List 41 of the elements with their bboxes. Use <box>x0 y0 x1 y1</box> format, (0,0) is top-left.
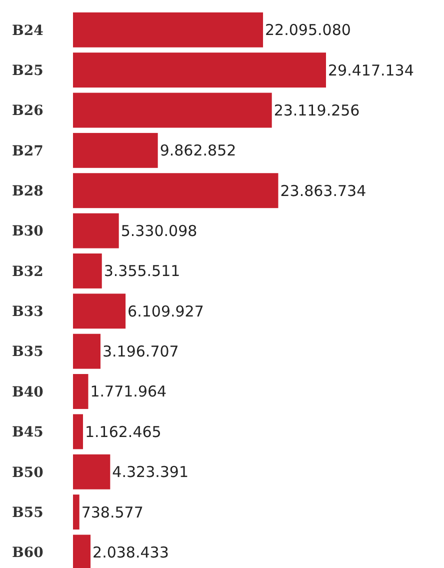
data-label: 23.119.256 <box>274 101 360 120</box>
y-tick-label: B24 <box>12 22 44 39</box>
data-label: 4.323.391 <box>112 463 189 482</box>
data-label: 9.862.852 <box>160 142 236 160</box>
y-tick-label: B26 <box>12 103 44 120</box>
y-tick-label: B35 <box>12 344 44 360</box>
data-label: 5.330.098 <box>120 222 198 240</box>
bar <box>73 334 100 369</box>
data-label: 6.109.927 <box>128 302 204 320</box>
bar <box>73 52 326 88</box>
y-tick-label: B40 <box>12 384 44 400</box>
data-label: 2.038.433 <box>92 543 169 562</box>
data-label: 1.771.964 <box>90 382 167 401</box>
bar <box>73 374 88 409</box>
y-tick-label: B60 <box>12 545 44 562</box>
data-label: 1.162.465 <box>85 422 162 441</box>
bar <box>73 454 110 490</box>
bar <box>73 12 264 48</box>
bar <box>73 494 80 530</box>
bar <box>73 92 272 128</box>
bar <box>73 173 278 208</box>
y-tick-label: B28 <box>12 184 44 200</box>
bar <box>73 132 158 168</box>
data-label: 29.417.134 <box>328 61 414 80</box>
y-tick-label: B25 <box>12 62 44 79</box>
data-label: 3.355.511 <box>104 262 180 280</box>
y-tick-label: B30 <box>12 224 44 240</box>
y-tick-label: B55 <box>12 504 44 521</box>
data-label: 3.196.707 <box>102 342 179 361</box>
bar <box>73 213 119 248</box>
data-label: 738.577 <box>81 503 144 522</box>
data-label: 23.863.734 <box>280 182 366 200</box>
bar <box>73 294 126 329</box>
bar <box>73 414 83 450</box>
y-tick-label: B32 <box>12 264 44 280</box>
y-tick-label: B45 <box>12 424 44 441</box>
y-tick-label: B33 <box>12 304 44 320</box>
bar <box>73 253 102 288</box>
data-label: 22.095.080 <box>265 21 351 40</box>
y-tick-label: B27 <box>12 143 44 160</box>
y-tick-label: B50 <box>12 464 44 481</box>
